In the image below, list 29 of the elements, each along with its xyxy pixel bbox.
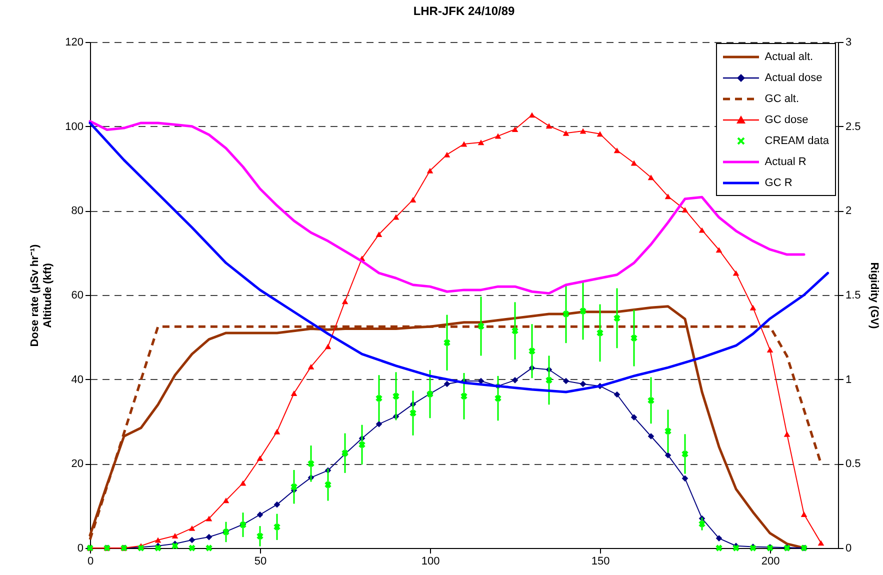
y-axis-title: Dose rate (μSv hr⁻¹) Altitude (kft) — [29, 244, 54, 347]
y2-tick-label: 0.5 — [846, 458, 861, 470]
chart-title: LHR-JFK 24/10/89 — [413, 4, 516, 18]
x-tick-label: 150 — [591, 556, 610, 568]
legend-label: GC dose — [764, 114, 808, 126]
y-tick-label: 60 — [71, 290, 84, 302]
y-tick-label: 20 — [71, 458, 84, 470]
y2-axis-title: Rigidity (GV) — [868, 262, 880, 330]
x-tick-label: 50 — [254, 556, 267, 568]
y-tick-label: 80 — [71, 205, 84, 218]
x-tick-label: 100 — [421, 556, 440, 568]
legend-label: Actual alt. — [764, 50, 814, 62]
y2-tick-label: 1.5 — [846, 290, 861, 302]
y2-tick-label: 1 — [846, 374, 852, 386]
y-tick-label: 0 — [77, 542, 84, 554]
y-tick-label: 120 — [65, 36, 84, 48]
x-tick-label: 0 — [87, 556, 94, 568]
legend-label: GC alt. — [764, 92, 800, 104]
x-tick-label: 200 — [761, 556, 780, 568]
y-tick-label: 40 — [71, 374, 84, 386]
legend-label: Actual R — [764, 156, 806, 168]
y2-tick-label: 0 — [846, 542, 852, 554]
y2-tick-label: 3 — [846, 36, 852, 48]
y2-tick-label: 2.5 — [846, 120, 861, 133]
legend-label: GC R — [764, 176, 792, 188]
y-tick-label: 100 — [65, 120, 84, 133]
legend-label: Actual dose — [764, 72, 822, 84]
y2-tick-label: 2 — [846, 205, 852, 218]
legend-label: CREAM data — [764, 134, 829, 146]
